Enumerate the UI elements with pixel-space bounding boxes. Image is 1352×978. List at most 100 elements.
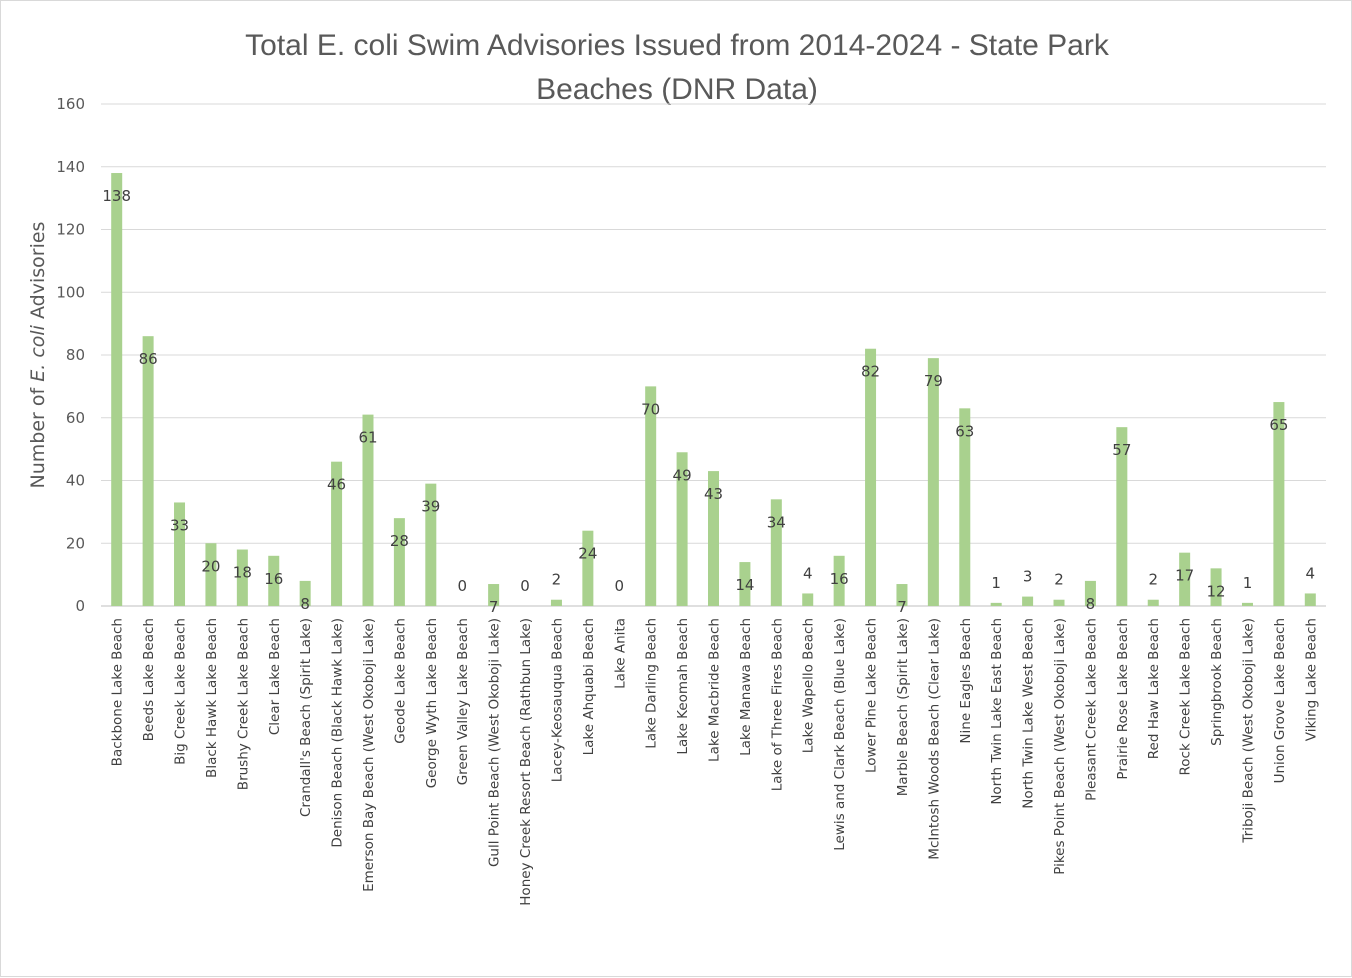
y-tick-label: 140 [56, 158, 85, 176]
bar [1022, 596, 1034, 606]
data-label: 34 [767, 513, 786, 531]
y-tick-label: 60 [66, 409, 85, 427]
x-tick-label: Crandall's Beach (Spirit Lake) [298, 618, 314, 817]
data-label: 46 [327, 476, 346, 494]
bar [865, 348, 877, 606]
bar [1179, 552, 1191, 606]
x-tick-label: Pleasant Creek Lake Beach [1083, 618, 1099, 801]
bar [1053, 599, 1065, 606]
bar [425, 483, 437, 606]
x-tick-label: North Twin Lake East Beach [989, 618, 1005, 805]
x-tick-label: Brushy Creek Lake Beach [235, 618, 251, 790]
data-label: 33 [170, 516, 189, 534]
data-label: 2 [1054, 571, 1064, 589]
data-label: 57 [1112, 441, 1131, 459]
bar [550, 599, 562, 606]
data-label: 16 [264, 570, 283, 588]
data-label: 63 [955, 422, 974, 440]
y-tick-label: 120 [56, 221, 85, 239]
x-tick-label: Union Grove Lake Beach [1272, 618, 1288, 783]
data-label: 18 [233, 564, 252, 582]
bar [236, 549, 248, 606]
data-label: 24 [578, 545, 597, 563]
x-tick-label: Lake Darling Beach [644, 618, 660, 749]
x-tick-label: Honey Creek Resort Beach (Rathbun Lake) [518, 618, 534, 906]
bar [205, 543, 217, 606]
bar [362, 414, 374, 606]
data-label: 8 [1086, 595, 1096, 613]
data-label: 8 [300, 595, 310, 613]
bar [1116, 427, 1128, 606]
data-label: 2 [552, 571, 562, 589]
bar [268, 555, 280, 606]
bar [708, 471, 719, 606]
y-tick-label: 0 [75, 597, 85, 615]
bar [174, 502, 186, 606]
data-label: 0 [457, 577, 467, 595]
x-tick-label: Red Haw Lake Beach [1146, 618, 1162, 759]
data-label: 20 [201, 557, 220, 575]
x-tick-label: Gull Point Beach (West Okoboji Lake) [487, 618, 503, 867]
bar [959, 408, 971, 606]
y-axis-label: Number of E. coli Advisories [27, 222, 49, 489]
chart-title-line-1: Total E. coli Swim Advisories Issued fro… [245, 29, 1110, 62]
data-label: 17 [1175, 567, 1194, 585]
x-tick-label: North Twin Lake West Beach [1021, 618, 1037, 809]
gridlines [101, 103, 1326, 607]
data-label: 7 [489, 598, 499, 616]
chart-title-line-2: Beaches (DNR Data) [536, 73, 818, 106]
data-label: 4 [803, 564, 813, 582]
data-label: 39 [421, 498, 440, 516]
data-label: 0 [520, 577, 530, 595]
data-label: 4 [1306, 564, 1316, 582]
bar [299, 580, 311, 606]
data-label: 61 [358, 429, 377, 447]
bar [833, 555, 845, 606]
x-tick-label: Nine Eagles Beach [958, 618, 974, 744]
data-label: 0 [614, 577, 624, 595]
x-tick-label: Emerson Bay Beach (West Okoboji Lake) [361, 618, 377, 892]
bar [488, 584, 500, 606]
bar [393, 518, 405, 606]
y-tick-label: 160 [56, 95, 85, 113]
data-label: 3 [1023, 568, 1033, 586]
data-label: 16 [830, 570, 849, 588]
bar [1147, 599, 1159, 606]
bar [1210, 568, 1222, 606]
bar [990, 602, 1002, 606]
bars [111, 173, 1316, 606]
bar [331, 461, 343, 606]
bar [896, 584, 908, 606]
bar [927, 358, 939, 606]
bar [1241, 602, 1253, 606]
x-tick-label: Springbrook Beach [1209, 618, 1225, 746]
x-tick-label: Lake Keomah Beach [675, 618, 691, 755]
x-tick-label: Clear Lake Beach [267, 618, 283, 735]
bar [1084, 580, 1096, 606]
x-tick-label: Marble Beach (Spirit Lake) [895, 618, 911, 796]
bar [582, 530, 594, 606]
x-tick-label: George Wyth Lake Beach [424, 618, 440, 788]
x-tick-label: Lake Ahquabi Beach [581, 618, 597, 755]
x-tick-label: Green Valley Lake Beach [455, 618, 471, 785]
bar [142, 336, 154, 606]
x-tick-label: Lake Manawa Beach [738, 618, 754, 756]
x-tick-label: Viking Lake Beach [1303, 618, 1319, 741]
data-label: 14 [735, 576, 754, 594]
x-tick-label: Backbone Lake Beach [110, 618, 126, 766]
category-labels: Backbone Lake Beach Beeds Lake Beach Big C… [110, 618, 1320, 906]
data-label: 12 [1207, 582, 1226, 600]
x-tick-label: Denison Beach (Black Hawk Lake) [330, 618, 346, 848]
x-tick-label: Lake Anita [612, 618, 628, 689]
x-tick-label: Lake Wapello Beach [801, 618, 817, 753]
data-label: 138 [102, 187, 131, 205]
y-tick-label: 40 [66, 472, 85, 490]
data-label: 1 [991, 574, 1001, 592]
data-label: 2 [1148, 571, 1158, 589]
bar [770, 499, 782, 606]
y-axis-ticks: 0 20 40 60 80 100 120 140 160 [56, 95, 85, 615]
x-tick-label: Lacey-Keosauqua Beach [549, 618, 565, 782]
data-label: 79 [924, 372, 943, 390]
bar [1304, 593, 1316, 606]
